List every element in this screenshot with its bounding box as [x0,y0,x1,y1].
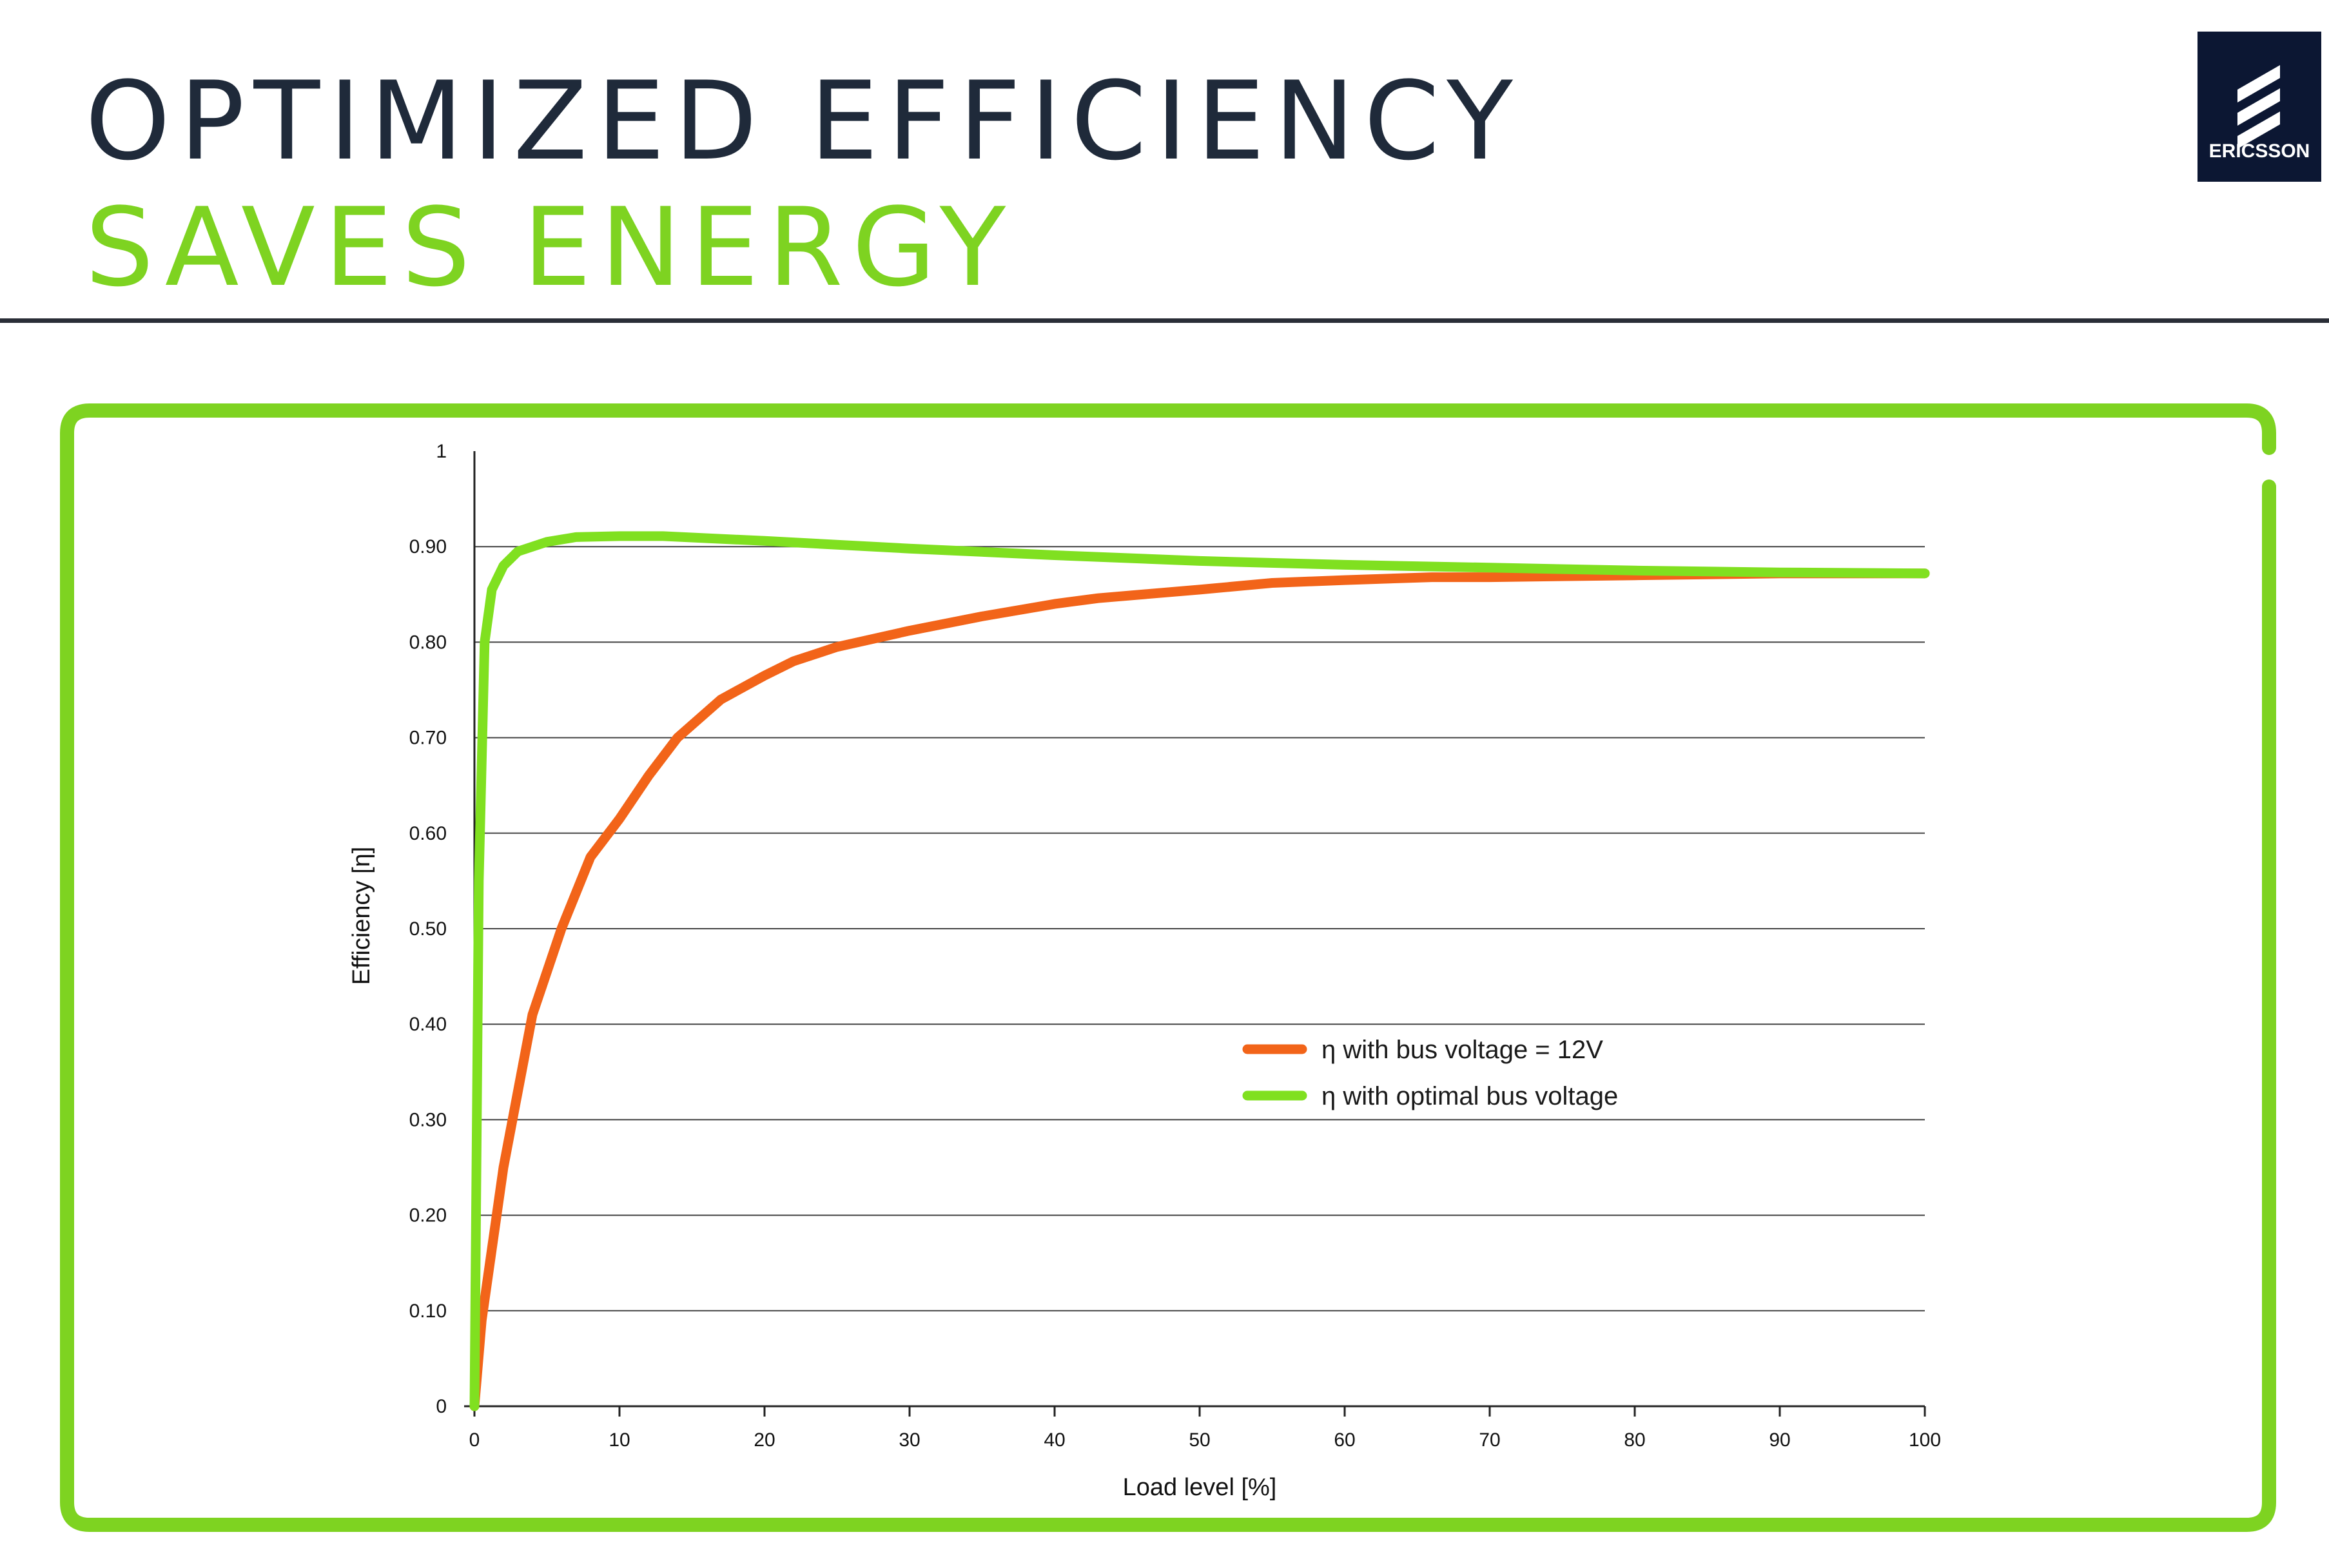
x-tick-label: 0 [469,1429,480,1451]
grid-lines [474,546,1925,1312]
header-divider [0,318,2329,323]
x-tick-label: 20 [754,1429,775,1451]
y-tick-label: 0.60 [409,823,447,844]
x-tick-label: 90 [1769,1429,1790,1451]
axes [464,451,1926,1417]
x-tick-label: 100 [1909,1429,1941,1451]
x-axis-label: Load level [%] [1123,1474,1277,1501]
y-tick-label: 0.20 [409,1205,447,1226]
y-tick-label: 0 [436,1396,447,1417]
y-tick-label: 0.50 [409,918,447,940]
ericsson-bars-icon [2237,65,2280,149]
title-line-1: OPTIMIZED EFFICIENCY [85,58,1522,184]
y-tick-label: 0.10 [409,1301,447,1322]
x-tick-label: 70 [1479,1429,1500,1451]
legend: η with bus voltage = 12V η with optimal b… [1242,1036,1618,1110]
x-tick-label: 10 [609,1429,630,1451]
y-tick-label: 0.80 [409,632,447,653]
y-tick-label: 0.40 [409,1014,447,1035]
y-tick-label: 0.30 [409,1109,447,1130]
y-tick-label: 0.70 [409,728,447,749]
series-line-2 [469,531,1930,1411]
logo-wordmark: ERICSSON [2208,140,2310,162]
x-tick-label: 50 [1189,1429,1210,1451]
x-tick-label: 40 [1044,1429,1065,1451]
series-lines [469,531,1930,1411]
y-axis-label: Efficiency [η] [348,847,375,985]
x-tick-label: 80 [1624,1429,1645,1451]
y-tick-label: 1 [436,441,447,462]
legend-label: η with bus voltage = 12V [1321,1036,1603,1064]
x-tick-label: 60 [1334,1429,1355,1451]
x-tick-label: 30 [899,1429,920,1451]
title-line-2: SAVES ENERGY [85,184,1015,311]
y-tick-label: 0.90 [409,536,447,557]
series-line-1 [469,568,1930,1411]
ericsson-logo: ERICSSON [2197,32,2321,182]
legend-label: η with optimal bus voltage [1321,1082,1618,1110]
chart-frame [60,403,2276,1532]
